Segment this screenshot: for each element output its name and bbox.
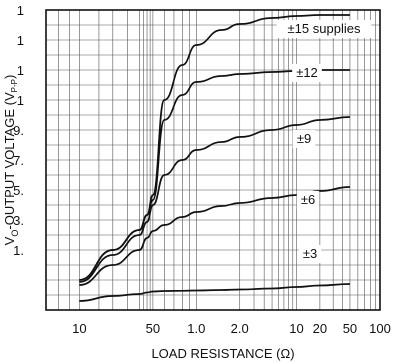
y-tick-label: 3. <box>13 213 24 228</box>
y-tick-label: 1 <box>17 33 24 48</box>
series-label-bg <box>296 191 320 209</box>
grid <box>46 10 380 310</box>
series-label: ±12 <box>296 65 318 80</box>
y-axis-title-sub: O <box>10 230 20 237</box>
series-label-bg <box>292 130 316 148</box>
y-axis-title-main: -OUTPUT VOLTAGE (V <box>2 92 17 230</box>
y-tick-label: 7. <box>13 153 24 168</box>
series-line-4 <box>79 283 350 302</box>
x-tick-label: 100 <box>369 321 391 336</box>
y-axis-title-prefix: V <box>2 236 17 245</box>
x-tick-label: 10 <box>72 321 86 336</box>
y-tick-label: 1. <box>13 243 24 258</box>
y-tick-label: 1 <box>17 3 24 18</box>
y-tick-label: 9. <box>13 123 24 138</box>
plot-frame <box>45 9 381 311</box>
y-axis-title: VO-OUTPUT VOLTAGE (VP-P) <box>2 75 20 246</box>
x-tick-label: 2.0 <box>231 321 249 336</box>
series-label-bg <box>292 64 322 82</box>
series-label: ±3 <box>303 246 317 261</box>
series-line-3 <box>79 186 350 286</box>
series-label-bg <box>298 245 322 263</box>
x-tick-label: 20 <box>313 321 327 336</box>
x-tick-label: 50 <box>343 321 357 336</box>
y-axis-title-close: ) <box>2 75 17 79</box>
series-label: ±6 <box>301 192 315 207</box>
series-labels: ±15 supplies ±12 ±9 ±6 ±3 <box>276 20 372 263</box>
y-tick-label: 1 <box>17 93 24 108</box>
ticks: 10 50 1.0 2.0 10 20 50 100 1 1 1 1 9. 7. 5. 3. 1. <box>13 3 391 336</box>
x-tick-label: 10 <box>289 321 303 336</box>
series-label-bg <box>276 20 372 38</box>
x-axis-title: LOAD RESISTANCE (Ω) <box>151 346 294 361</box>
y-tick-label: 1 <box>17 63 24 78</box>
y-tick-label: 5. <box>13 183 24 198</box>
series-line-2 <box>79 116 350 283</box>
series-label: ±9 <box>297 131 311 146</box>
series-label: ±15 supplies <box>288 21 361 36</box>
x-tick-label: 1.0 <box>187 321 205 336</box>
y-axis-title-sub2: P-P <box>10 79 19 92</box>
x-tick-label: 50 <box>146 321 160 336</box>
